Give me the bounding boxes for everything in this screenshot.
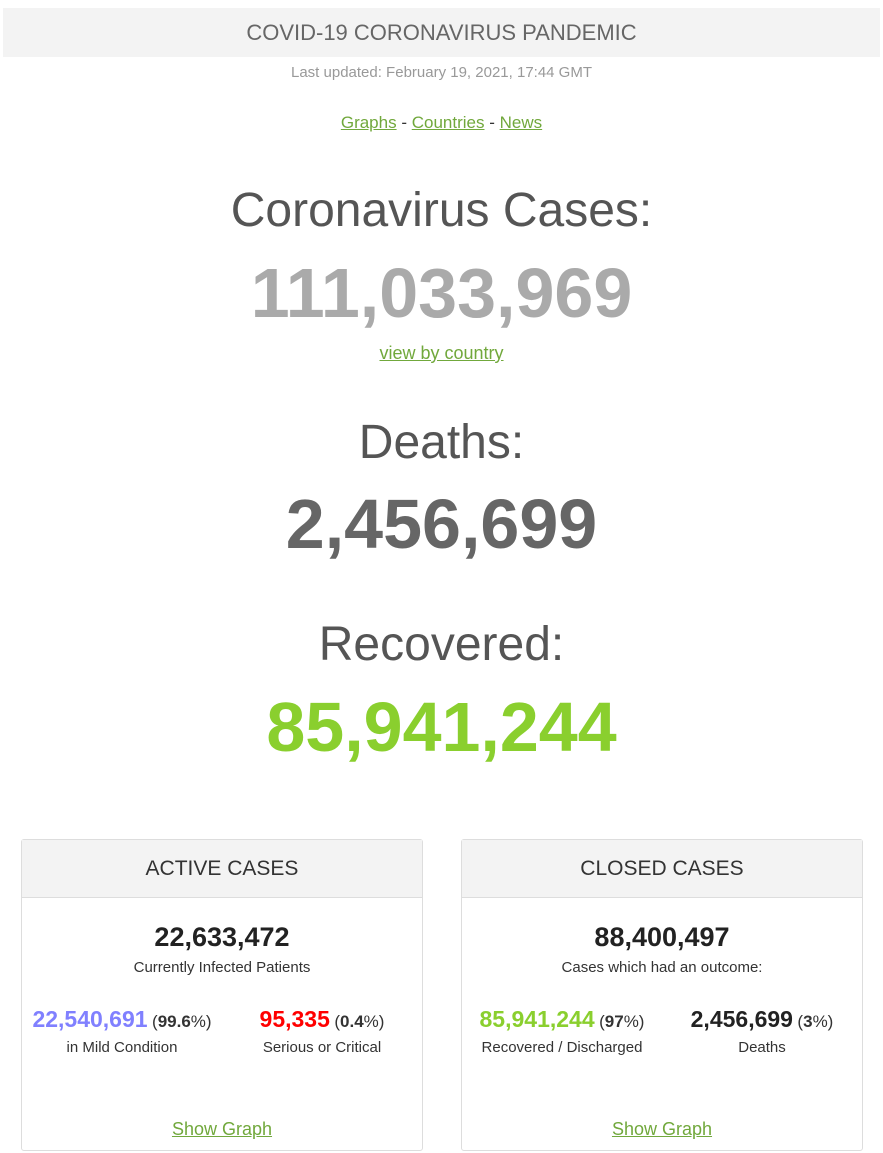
closed-deaths-count: 2,456,699 bbox=[690, 1006, 793, 1032]
closed-recovered-label: Recovered / Discharged bbox=[481, 1039, 643, 1056]
cases-label: Coronavirus Cases: bbox=[230, 184, 653, 237]
nav-separator: - bbox=[489, 113, 495, 132]
mild-condition: 22,540,691 (99.6%) in Mild Condition bbox=[22, 1006, 222, 1056]
mild-label: in Mild Condition bbox=[66, 1039, 178, 1056]
serious-count: 95,335 bbox=[259, 1006, 330, 1032]
active-show-graph-link[interactable]: Show Graph bbox=[171, 1119, 273, 1139]
recovered-count: 85,941,244 bbox=[266, 688, 617, 766]
closed-show-graph-link[interactable]: Show Graph bbox=[611, 1119, 713, 1139]
serious-label: Serious or Critical bbox=[262, 1039, 382, 1056]
nav-links: Graphs - Countries - News bbox=[0, 113, 883, 133]
mild-count: 22,540,691 bbox=[32, 1006, 148, 1032]
closed-cases-title: CLOSED CASES bbox=[462, 840, 862, 898]
last-updated: Last updated: February 19, 2021, 17:44 G… bbox=[290, 64, 593, 81]
closed-recovered-percent: 97 bbox=[604, 1012, 624, 1031]
closed-cases-label: Cases which had an outcome: bbox=[561, 959, 763, 976]
cases-count: 111,033,969 bbox=[250, 254, 633, 332]
recovered-label: Recovered: bbox=[318, 618, 565, 671]
serious-percent: 0.4 bbox=[340, 1012, 364, 1031]
closed-recovered-count: 85,941,244 bbox=[479, 1006, 595, 1032]
mild-percent: 99.6 bbox=[157, 1012, 191, 1031]
active-cases-title: ACTIVE CASES bbox=[22, 840, 422, 898]
nav-graphs-link[interactable]: Graphs bbox=[340, 113, 397, 132]
active-cases-card: ACTIVE CASES 22,633,472 Currently Infect… bbox=[21, 839, 423, 1151]
closed-deaths: 2,456,699 (3%) Deaths bbox=[662, 1006, 862, 1056]
active-cases-count: 22,633,472 bbox=[154, 922, 290, 952]
page-title-bar: COVID-19 CORONAVIRUS PANDEMIC bbox=[3, 8, 880, 57]
closed-deaths-label: Deaths bbox=[738, 1039, 786, 1056]
view-by-country-link[interactable]: view by country bbox=[379, 343, 504, 363]
active-cases-label: Currently Infected Patients bbox=[133, 959, 311, 976]
recovered-discharged: 85,941,244 (97%) Recovered / Discharged bbox=[462, 1006, 662, 1056]
closed-cases-card: CLOSED CASES 88,400,497 Cases which had … bbox=[461, 839, 863, 1151]
nav-countries-link[interactable]: Countries bbox=[411, 113, 485, 132]
closed-deaths-percent: 3 bbox=[803, 1012, 813, 1031]
nav-separator: - bbox=[401, 113, 407, 132]
closed-cases-count: 88,400,497 bbox=[594, 922, 730, 952]
deaths-label: Deaths: bbox=[358, 416, 525, 469]
nav-news-link[interactable]: News bbox=[499, 113, 543, 132]
deaths-count: 2,456,699 bbox=[285, 485, 598, 563]
serious-condition: 95,335 (0.4%) Serious or Critical bbox=[222, 1006, 422, 1056]
